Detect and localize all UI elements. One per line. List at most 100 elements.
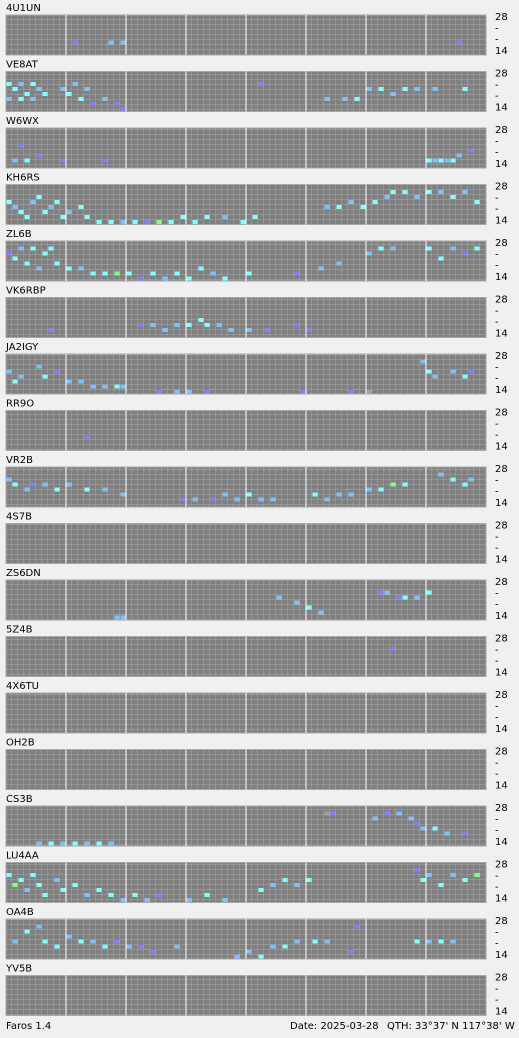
signal-cell bbox=[60, 888, 66, 892]
signal-cell bbox=[84, 87, 90, 91]
signal-cell bbox=[102, 158, 108, 163]
signal-cell bbox=[444, 831, 450, 836]
signal-cell bbox=[84, 841, 90, 846]
signal-cell bbox=[150, 949, 156, 954]
signal-cell bbox=[90, 384, 96, 389]
signal-cell bbox=[96, 220, 102, 224]
signal-cell bbox=[6, 369, 12, 374]
signal-cell bbox=[48, 246, 54, 251]
signal-cell bbox=[312, 492, 318, 497]
station-name: VE8AT bbox=[6, 60, 39, 71]
signal-cell bbox=[84, 487, 90, 492]
band-label: 28 bbox=[495, 577, 508, 588]
station-name: JA2IGY bbox=[5, 342, 39, 353]
signal-cell bbox=[354, 924, 360, 929]
signal-cell bbox=[378, 246, 384, 251]
signal-cell bbox=[132, 220, 138, 224]
signal-cell bbox=[114, 939, 120, 944]
band-label: - bbox=[495, 80, 499, 91]
signal-cell bbox=[474, 873, 480, 877]
signal-cell bbox=[324, 497, 330, 502]
signal-cell bbox=[426, 158, 432, 163]
station-name: W6WX bbox=[6, 116, 39, 127]
signal-cell bbox=[42, 92, 48, 96]
signal-cell bbox=[168, 220, 174, 224]
signal-cell bbox=[246, 271, 252, 276]
signal-cell bbox=[30, 482, 36, 487]
signal-cell bbox=[420, 826, 426, 831]
signal-cell bbox=[366, 251, 372, 256]
signal-cell bbox=[396, 811, 402, 816]
station-name: ZL6B bbox=[6, 229, 32, 240]
signal-cell bbox=[306, 878, 312, 882]
signal-cell bbox=[450, 873, 456, 877]
signal-cell bbox=[222, 276, 228, 281]
signal-cell bbox=[84, 215, 90, 219]
signal-cell bbox=[174, 944, 180, 949]
signal-cell bbox=[462, 87, 468, 91]
signal-cell bbox=[216, 323, 222, 327]
signal-cell bbox=[330, 811, 336, 816]
signal-cell bbox=[270, 497, 276, 502]
signal-cell bbox=[366, 487, 372, 492]
band-label: 28 bbox=[495, 464, 508, 475]
band-label: 28 bbox=[495, 408, 508, 419]
signal-cell bbox=[204, 389, 210, 394]
band-label: 28 bbox=[495, 521, 508, 532]
signal-cell bbox=[24, 158, 30, 163]
signal-cell bbox=[36, 883, 42, 887]
signal-cell bbox=[414, 821, 420, 826]
signal-cell bbox=[120, 898, 126, 902]
signal-cell bbox=[426, 369, 432, 374]
signal-cell bbox=[18, 374, 24, 379]
signal-cell bbox=[18, 878, 24, 882]
signal-cell bbox=[468, 369, 474, 374]
signal-cell bbox=[90, 102, 96, 106]
signal-cell bbox=[60, 841, 66, 846]
signal-cell bbox=[294, 939, 300, 944]
signal-cell bbox=[12, 256, 18, 261]
station-name: 4X6TU bbox=[6, 681, 39, 692]
band-label: 14 bbox=[495, 894, 508, 905]
signal-cell bbox=[186, 276, 192, 281]
signal-cell bbox=[246, 328, 252, 332]
band-label: 14 bbox=[495, 272, 508, 283]
signal-cell bbox=[156, 893, 162, 897]
band-label: - bbox=[495, 769, 499, 780]
signal-cell bbox=[438, 883, 444, 887]
signal-cell bbox=[90, 271, 96, 276]
signal-cell bbox=[348, 949, 354, 954]
signal-cell bbox=[372, 200, 378, 204]
signal-cell bbox=[24, 92, 30, 96]
band-label: - bbox=[495, 249, 499, 260]
signal-cell bbox=[36, 266, 42, 271]
signal-cell bbox=[138, 944, 144, 949]
signal-cell bbox=[18, 143, 24, 148]
signal-cell bbox=[108, 893, 114, 897]
signal-cell bbox=[42, 893, 48, 897]
signal-cell bbox=[132, 893, 138, 897]
signal-cell bbox=[24, 888, 30, 892]
signal-cell bbox=[360, 205, 366, 209]
band-label: 14 bbox=[495, 103, 508, 114]
station-name: RR9O bbox=[6, 399, 34, 410]
station-name: CS3B bbox=[6, 794, 33, 805]
band-label: 14 bbox=[495, 498, 508, 509]
signal-cell bbox=[54, 261, 60, 266]
signal-cell bbox=[432, 158, 438, 163]
band-label: 28 bbox=[495, 803, 508, 814]
signal-cell bbox=[300, 389, 306, 394]
signal-cell bbox=[150, 323, 156, 327]
signal-cell bbox=[294, 323, 300, 327]
signal-cell bbox=[66, 379, 72, 384]
signal-cell bbox=[348, 389, 354, 394]
signal-cell bbox=[42, 482, 48, 487]
station-name: OA4B bbox=[6, 907, 34, 918]
band-label: 14 bbox=[495, 668, 508, 679]
signal-cell bbox=[126, 271, 132, 276]
signal-cell bbox=[258, 82, 264, 86]
signal-cell bbox=[414, 939, 420, 944]
